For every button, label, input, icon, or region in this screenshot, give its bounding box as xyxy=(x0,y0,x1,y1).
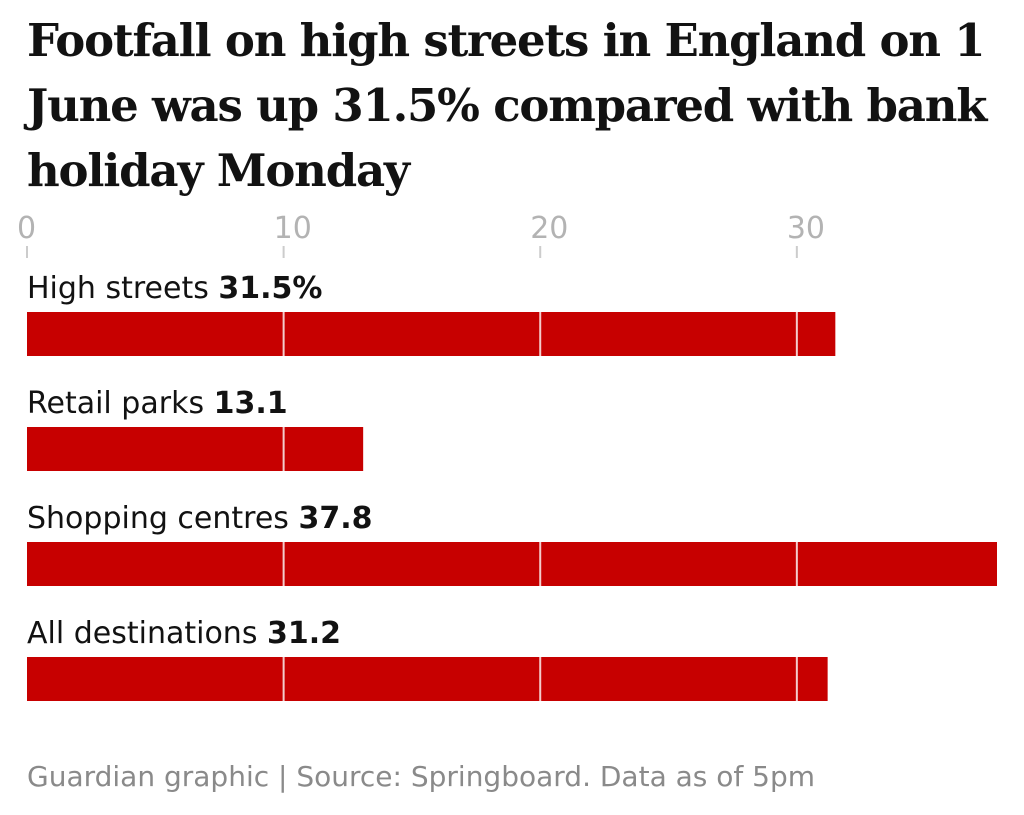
data-label: 37.8 xyxy=(298,501,372,536)
bar xyxy=(27,427,364,471)
x-tick-label: 20 xyxy=(530,211,568,246)
bar-label: Retail parks 13.1 xyxy=(27,386,288,421)
bar-label: Shopping centres 37.8 xyxy=(27,501,372,536)
chart-source-footer: Guardian graphic | Source: Springboard. … xyxy=(27,760,816,793)
data-label: 31.5% xyxy=(218,271,322,306)
bar-label: All destinations 31.2 xyxy=(27,616,341,651)
bar xyxy=(27,657,828,701)
data-label: 13.1 xyxy=(214,386,288,421)
category-name: Shopping centres xyxy=(27,501,298,536)
bar xyxy=(27,312,836,356)
bar xyxy=(27,542,997,586)
category-name: All destinations xyxy=(27,616,267,651)
x-tick-label: 0 xyxy=(17,211,36,246)
category-name: High streets xyxy=(27,271,218,306)
bar-label: High streets 31.5% xyxy=(27,271,322,306)
category-name: Retail parks xyxy=(27,386,214,421)
x-tick-label: 10 xyxy=(274,211,312,246)
chart-title: Footfall on high streets in England on 1… xyxy=(27,14,987,197)
data-label: 31.2 xyxy=(267,616,341,651)
x-tick-label: 30 xyxy=(787,211,825,246)
